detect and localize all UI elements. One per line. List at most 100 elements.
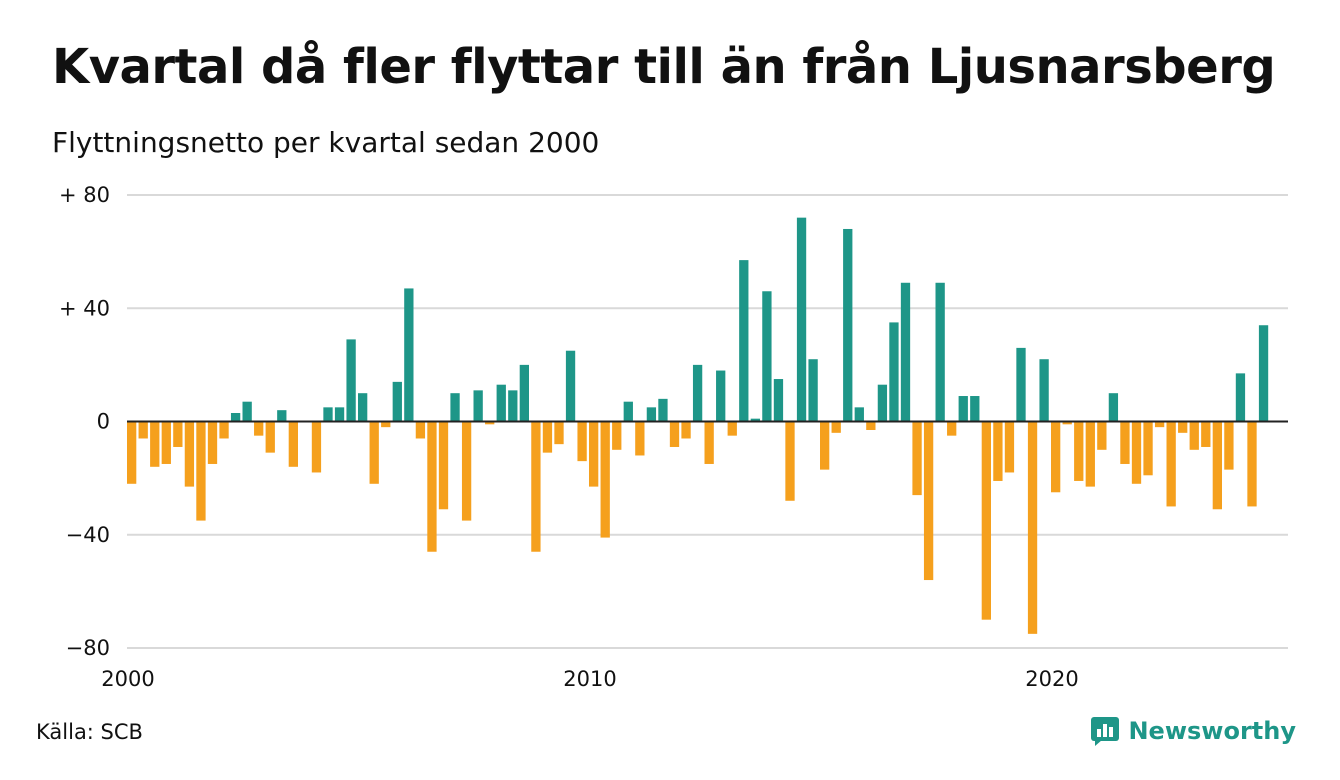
bar xyxy=(127,421,137,484)
bar xyxy=(900,282,911,422)
bar xyxy=(173,421,183,447)
gridlines xyxy=(127,194,1288,649)
bar xyxy=(1039,359,1049,422)
bar xyxy=(1178,421,1188,433)
bar xyxy=(623,401,633,422)
bar xyxy=(981,421,991,620)
chart-title: Kvartal då fler flyttar till än från Lju… xyxy=(52,39,1276,95)
bar xyxy=(646,407,657,422)
bar xyxy=(727,421,737,436)
bar xyxy=(820,421,830,470)
bar xyxy=(750,418,760,422)
bar xyxy=(554,421,564,445)
bar xyxy=(381,421,391,428)
bar xyxy=(254,421,264,436)
bar xyxy=(1074,421,1084,481)
bar xyxy=(993,421,1003,481)
bar xyxy=(1085,421,1095,487)
bar xyxy=(785,421,795,501)
y-axis: + 80 + 40 0 −40 −80 xyxy=(59,183,110,660)
bar xyxy=(669,421,680,447)
bar xyxy=(519,364,529,422)
bar xyxy=(1051,421,1061,493)
bar xyxy=(716,370,726,422)
bar xyxy=(184,421,195,487)
bar xyxy=(1235,373,1246,422)
bar xyxy=(1212,421,1222,510)
bar xyxy=(438,421,449,510)
bar xyxy=(935,282,945,422)
bar xyxy=(947,421,957,436)
bar xyxy=(542,421,553,453)
source-note: Källa: SCB xyxy=(36,720,143,744)
bar xyxy=(854,407,864,422)
bar xyxy=(866,421,876,430)
bar xyxy=(808,359,818,422)
bar xyxy=(1027,421,1038,634)
bar xyxy=(762,291,772,422)
bar xyxy=(589,421,599,487)
y-tick-label: + 40 xyxy=(59,296,110,320)
bar xyxy=(612,421,622,450)
bar xyxy=(600,421,610,538)
bar xyxy=(531,421,541,552)
bar xyxy=(265,421,275,453)
bar xyxy=(334,407,345,422)
x-tick-label: 2000 xyxy=(101,667,154,691)
x-axis: 2000 2010 2020 xyxy=(101,667,1078,691)
bar xyxy=(1120,421,1130,464)
bar xyxy=(831,421,841,433)
bar xyxy=(1258,325,1269,422)
bar xyxy=(161,421,171,464)
bar xyxy=(323,407,333,422)
bar xyxy=(1201,421,1211,447)
brand-name: Newsworthy xyxy=(1128,717,1296,745)
bar xyxy=(704,421,714,464)
bar xyxy=(773,379,784,422)
bars xyxy=(127,217,1269,634)
bar xyxy=(796,217,807,422)
bar xyxy=(358,393,368,422)
chart-subtitle: Flyttningsnetto per kvartal sedan 2000 xyxy=(52,126,600,159)
bar xyxy=(843,228,853,422)
bar xyxy=(450,393,460,422)
bar xyxy=(658,398,668,422)
y-tick-label: + 80 xyxy=(59,183,110,207)
bar xyxy=(392,381,402,422)
bar xyxy=(473,390,483,422)
bar xyxy=(196,421,206,521)
bar xyxy=(923,421,934,581)
bar xyxy=(230,413,241,422)
bar xyxy=(1143,421,1153,476)
bar xyxy=(150,421,160,467)
bar xyxy=(681,421,691,439)
bar xyxy=(912,421,922,496)
bar xyxy=(219,421,229,439)
bar xyxy=(369,421,379,484)
bar xyxy=(635,421,645,456)
y-tick-label: 0 xyxy=(97,410,110,434)
bar xyxy=(207,421,218,464)
bar xyxy=(692,364,703,422)
bar xyxy=(346,339,356,422)
bar xyxy=(739,260,749,422)
bar xyxy=(242,401,252,422)
bar xyxy=(1004,421,1015,473)
bar xyxy=(138,421,148,439)
bar xyxy=(958,396,968,422)
bar xyxy=(311,421,322,473)
bar xyxy=(277,410,287,422)
y-tick-label: −40 xyxy=(66,523,110,547)
bar xyxy=(288,421,298,467)
bar xyxy=(1166,421,1176,507)
brand-logo: Newsworthy xyxy=(1090,714,1296,748)
bar xyxy=(1189,421,1199,450)
bar xyxy=(577,421,587,462)
bar xyxy=(1016,347,1026,422)
newsworthy-logo-icon xyxy=(1091,717,1120,746)
bar xyxy=(1131,421,1142,484)
bar xyxy=(404,288,414,422)
bar xyxy=(415,421,426,439)
x-tick-label: 2020 xyxy=(1025,667,1078,691)
